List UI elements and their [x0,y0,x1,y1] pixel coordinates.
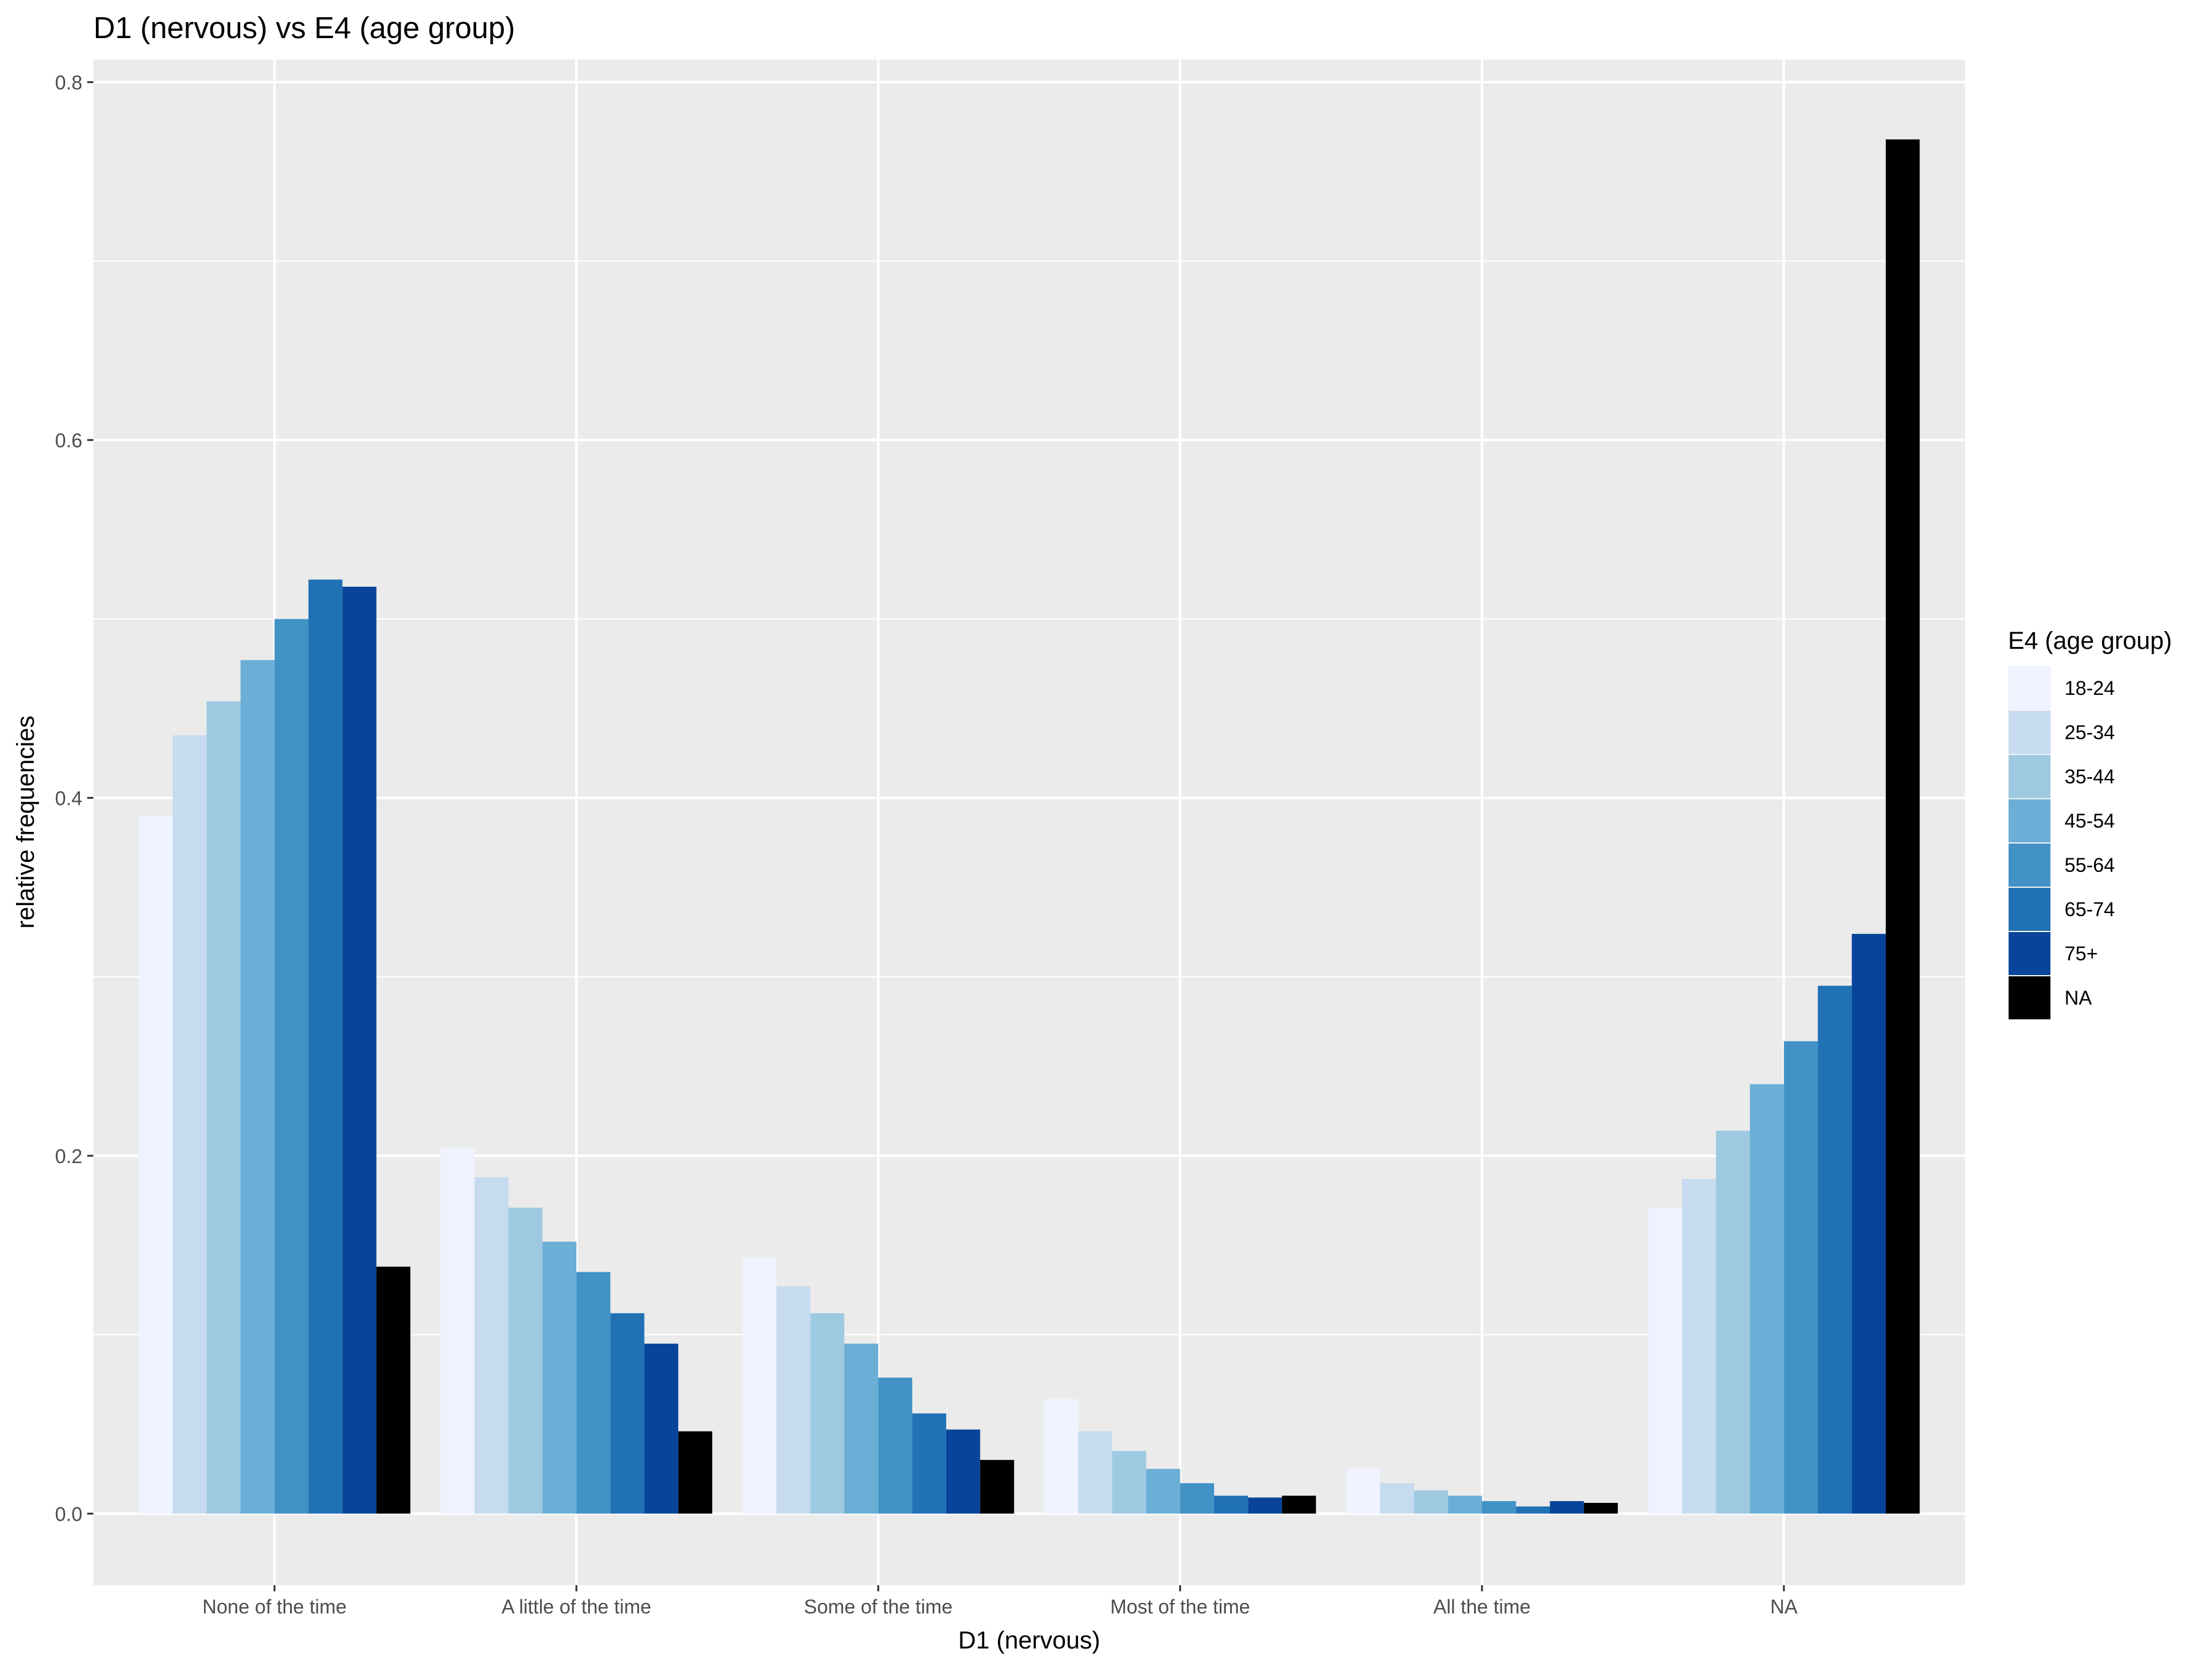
bar [946,1429,981,1514]
legend-label: NA [2065,987,2092,1009]
bar [1448,1495,1482,1514]
bar [440,1148,475,1514]
bar [1818,986,1852,1514]
y-tick-label: 0.0 [55,1503,82,1526]
legend-swatch [2009,976,2050,1019]
legend-swatch [2009,667,2050,710]
bar [1146,1468,1180,1514]
bar [878,1378,912,1514]
bar [1749,1084,1784,1514]
bar [1078,1431,1113,1514]
bar [1481,1501,1516,1514]
bar [206,701,241,1514]
legend-swatch [2009,888,2050,931]
bar [1346,1468,1381,1514]
bar [474,1177,509,1514]
bar [742,1258,777,1514]
bar [240,660,275,1514]
legend-label: 25-34 [2065,721,2115,743]
bar [1282,1495,1316,1514]
chart-title: D1 (nervous) vs E4 (age group) [93,12,515,45]
bar [342,586,377,1514]
legend-swatch [2009,755,2050,798]
legend-label: 75+ [2065,943,2098,965]
bar [138,815,173,1514]
x-axis: None of the time A little of the time Some… [202,1585,1798,1618]
y-axis: 0.0 0.2 0.4 0.6 0.8 [55,72,93,1526]
legend-label: 65-74 [2065,898,2115,920]
bar [274,619,309,1514]
bar [172,735,207,1514]
bar [1516,1506,1550,1514]
legend-swatch [2009,844,2050,887]
bar [308,579,343,1514]
bar [1583,1503,1618,1514]
y-axis-title: relative frequencies [12,716,39,929]
bar [644,1343,678,1514]
x-tick-label: Most of the time [1110,1596,1250,1618]
legend-swatch [2009,932,2050,975]
bar [1851,933,1886,1514]
legend-items: 18-24 25-34 35-44 45-54 55-64 65-74 75+ NA [2008,666,2115,1020]
x-tick-label: A little of the time [501,1596,651,1618]
x-tick-label: All the time [1433,1596,1531,1618]
bar [844,1343,879,1514]
legend-label: 18-24 [2065,677,2115,699]
bar [678,1431,713,1514]
bar [912,1413,946,1514]
legend-swatch [2009,799,2050,842]
y-tick-label: 0.8 [55,72,82,94]
bar [576,1272,611,1514]
bar [1648,1207,1682,1514]
legend-swatch [2009,711,2050,754]
legend-label: 55-64 [2065,854,2115,876]
bar [1784,1041,1818,1514]
bar [1248,1497,1282,1514]
x-tick-label: None of the time [202,1596,347,1618]
bar [1886,139,1920,1514]
legend-label: 45-54 [2065,810,2115,832]
x-tick-label: NA [1770,1596,1798,1618]
bar [542,1241,577,1514]
bars [138,139,1920,1514]
bar [1180,1483,1214,1514]
bar [1112,1451,1147,1514]
bar [376,1266,410,1514]
legend-title: E4 (age group) [2008,627,2172,654]
bar [610,1313,645,1514]
legend: E4 (age group) 18-24 25-34 35-44 45-54 55-64… [2008,627,2172,1020]
bar [1044,1399,1078,1514]
bar [1550,1501,1584,1514]
bar [980,1460,1014,1514]
bar [810,1313,845,1514]
x-axis-title: D1 (nervous) [958,1627,1100,1654]
bar [1682,1178,1716,1514]
x-tick-label: Some of the time [804,1596,952,1618]
y-tick-label: 0.2 [55,1145,82,1167]
bar [776,1286,810,1514]
bar [1380,1483,1414,1514]
legend-label: 35-44 [2065,766,2115,788]
bar [1716,1131,1750,1514]
bar [508,1207,543,1514]
bar [1414,1490,1448,1514]
bar [1214,1495,1249,1514]
y-tick-label: 0.6 [55,429,82,452]
y-tick-label: 0.4 [55,788,82,810]
